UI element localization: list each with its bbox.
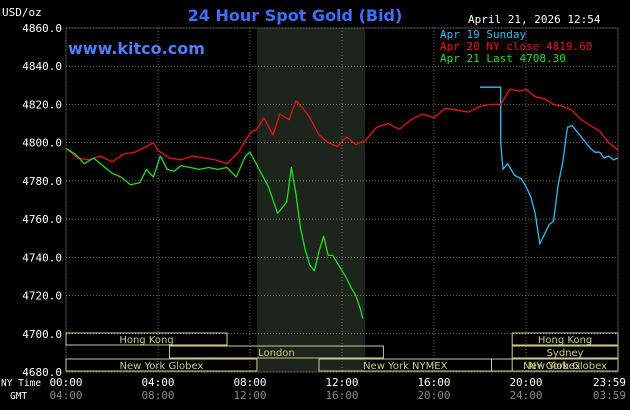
session-box: Sydney	[511, 345, 619, 359]
series-line-apr20	[65, 88, 619, 165]
x-tick-ny: 23:59	[593, 376, 626, 389]
session-box: Hong Kong	[65, 332, 228, 346]
grid-layer	[65, 27, 619, 373]
x-tick-gmt: 03:59	[593, 389, 626, 402]
site-watermark: www.kitco.com	[68, 39, 205, 58]
x-tick-gmt: 24:00	[509, 389, 542, 402]
x-tick-layer: 00:00 04:00 08:00 12:00 16:00 20:00 23:5904:00…	[49, 376, 626, 402]
x-tick-gmt: 20:00	[417, 389, 450, 402]
session-box-rect	[511, 345, 619, 359]
chart-title: 24 Hour Spot Gold (Bid)	[188, 6, 403, 25]
y-tick-label: 4720.0	[22, 290, 62, 303]
session-label: Hong Kong	[119, 335, 173, 346]
nymex-shade-layer	[256, 28, 365, 372]
y-tick-label: 4680.0	[22, 366, 62, 379]
series-line-apr19	[480, 86, 619, 245]
series-line-apr21	[65, 147, 364, 319]
sessions-layer: Hong Kong London New York Globex New York N…	[65, 332, 619, 372]
legend-marker-apr19: -	[440, 28, 447, 41]
nymex-shade	[256, 28, 365, 372]
session-label: NY Globex	[529, 361, 581, 372]
x-tick-ny: 16:00	[417, 376, 450, 389]
legend-apr20: Apr 20 NY close 4819.60	[440, 40, 592, 53]
session-label: Hong Kong	[538, 335, 592, 346]
x-tick-ny: 04:00	[141, 376, 174, 389]
x-tick-ny: 08:00	[233, 376, 266, 389]
session-box: New York Globex	[511, 358, 619, 372]
session-box: Hong Kong	[511, 332, 619, 346]
session-label: New York Globex	[523, 361, 607, 372]
unit-label: USD/oz	[2, 6, 42, 19]
series-layer	[65, 86, 619, 319]
session-box: New York Globex	[65, 358, 258, 372]
y-tick-label: 4800.0	[22, 137, 62, 150]
session-label: New York NYMEX	[363, 361, 448, 372]
gmt-axis-label: GMT	[10, 391, 27, 402]
session-box: London	[169, 345, 384, 359]
x-tick-gmt: 04:00	[49, 389, 82, 402]
y-tick-label: 4780.0	[22, 175, 62, 188]
legend-apr21: Apr 21 Last 4708.30	[440, 52, 566, 65]
ny-time-axis-label: NY Time	[1, 378, 41, 389]
session-box-rect	[511, 332, 619, 346]
x-tick-ny: 20:00	[509, 376, 542, 389]
x-tick-gmt: 12:00	[233, 389, 266, 402]
y-tick-layer: 4860.0 4840.0 4820.0 4800.0 4780.0 4760.0 4740…	[22, 22, 62, 379]
legend-apr19: Apr 19 Sunday	[440, 28, 526, 41]
session-box-rect	[511, 358, 619, 372]
x-tick-gmt: 16:00	[325, 389, 358, 402]
x-tick-ny: 12:00	[325, 376, 358, 389]
x-tick-gmt: 08:00	[141, 389, 174, 402]
datetime-label: April 21, 2026 12:54	[468, 13, 601, 26]
session-box-rect	[65, 332, 228, 346]
y-tick-label: 4820.0	[22, 98, 62, 111]
session-label: New York Globex	[120, 361, 204, 372]
x-tick-ny: 00:00	[49, 376, 82, 389]
y-tick-label: 4700.0	[22, 328, 62, 341]
session-label: London	[258, 348, 295, 359]
session-box-rect	[65, 358, 258, 372]
y-tick-label: 4740.0	[22, 251, 62, 264]
plot-frame	[65, 27, 619, 373]
y-tick-label: 4860.0	[22, 22, 62, 35]
y-tick-label: 4840.0	[22, 60, 62, 73]
y-tick-label: 4760.0	[22, 213, 62, 226]
session-label: Sydney	[547, 348, 584, 359]
session-box-rect	[169, 345, 384, 359]
